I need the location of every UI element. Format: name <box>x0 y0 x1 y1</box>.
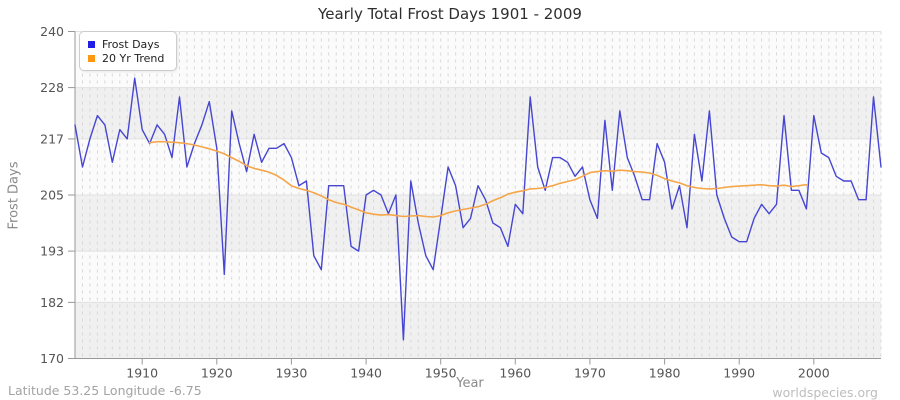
y-tick-label: 193 <box>40 244 64 259</box>
y-tick-label: 205 <box>40 188 64 203</box>
x-tick-label: 1930 <box>275 366 307 381</box>
y-axis-title: Frost Days <box>6 161 22 230</box>
legend-item-frost-days: Frost Days <box>88 37 164 51</box>
legend-item-trend: 20 Yr Trend <box>88 51 164 65</box>
trend-swatch-icon <box>88 54 95 62</box>
x-axis-title: Year <box>456 376 484 391</box>
y-tick-marks <box>68 31 75 359</box>
chart-title: Yearly Total Frost Days 1901 - 2009 <box>318 5 582 23</box>
x-tick-label: 1940 <box>350 366 382 381</box>
y-tick-label: 182 <box>40 295 64 310</box>
x-tick-label: 1960 <box>499 366 531 381</box>
x-tick-label: 1950 <box>425 366 457 381</box>
x-tick-label: 2000 <box>798 366 830 381</box>
x-tick-marks <box>141 358 815 365</box>
frost-days-line <box>74 77 882 341</box>
coordinates-caption: Latitude 53.25 Longitude -6.75 <box>8 383 202 398</box>
y-tick-label: 217 <box>40 131 64 146</box>
legend: Frost Days 20 Yr Trend <box>79 31 178 71</box>
y-tick-label: 170 <box>40 351 64 366</box>
x-tick-label: 1920 <box>201 366 233 381</box>
y-tick-label: 228 <box>40 80 64 95</box>
frost-days-swatch-icon <box>88 40 95 48</box>
legend-label-frost-days: Frost Days <box>102 37 160 51</box>
y-tick-label: 240 <box>40 24 64 39</box>
x-tick-label: 1990 <box>723 366 755 381</box>
trend-line <box>148 140 808 218</box>
legend-label-trend: 20 Yr Trend <box>102 51 165 65</box>
x-tick-label: 1970 <box>574 366 606 381</box>
x-tick-label: 1980 <box>649 366 681 381</box>
x-tick-label: 1910 <box>126 366 158 381</box>
watermark-site-name: worldspecies.org <box>772 385 878 400</box>
